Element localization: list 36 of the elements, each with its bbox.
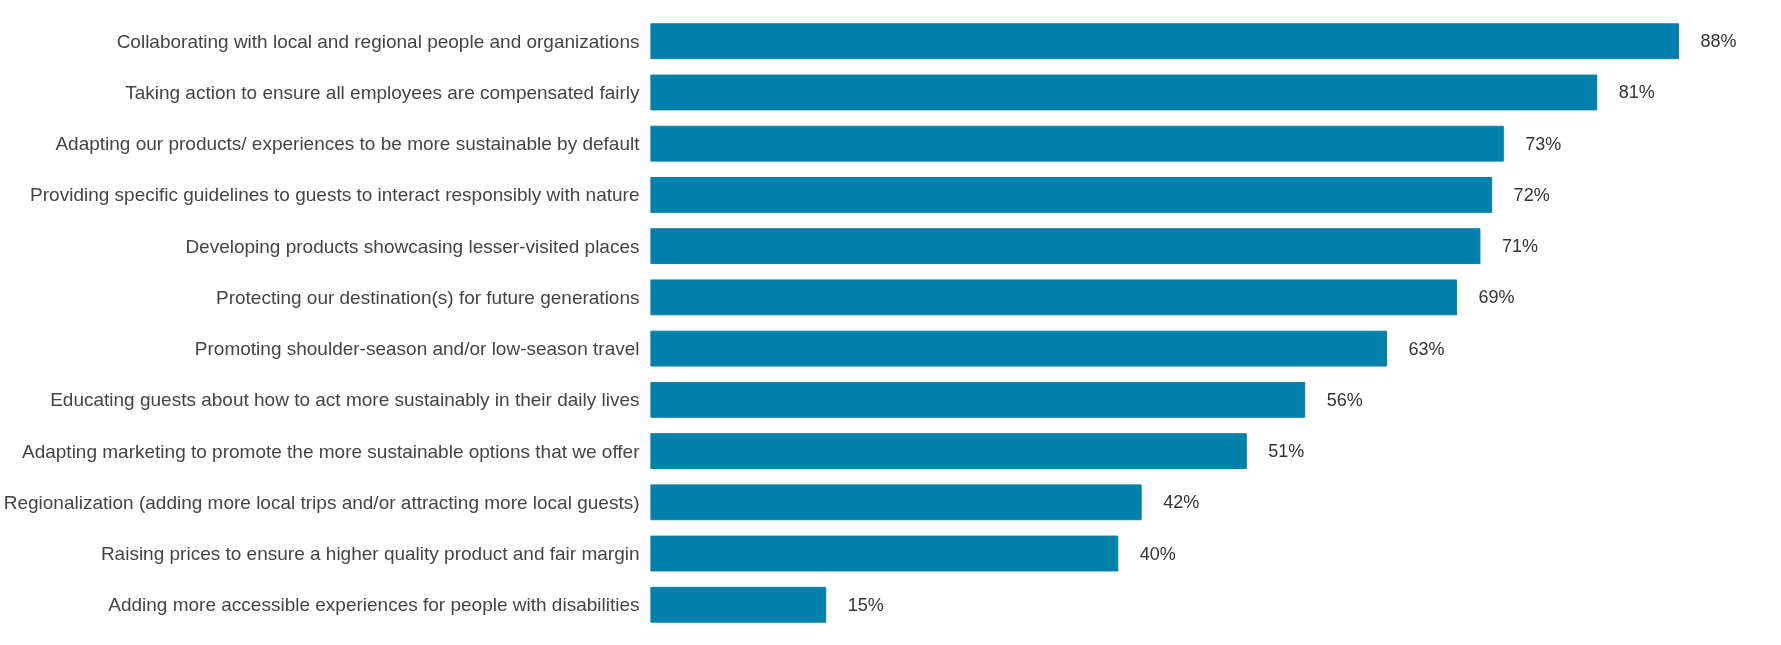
y-tick-label: Collaborating with local and regional people and organizations xyxy=(116,30,640,52)
y-tick-label: Educating guests about how to act more sustainably in their daily lives xyxy=(50,389,640,411)
data-label: 73% xyxy=(1525,133,1562,154)
data-label: 71% xyxy=(1501,236,1538,257)
data-label: 69% xyxy=(1478,287,1515,308)
bar xyxy=(650,586,827,623)
data-label: 56% xyxy=(1326,389,1363,410)
bar xyxy=(650,330,1387,367)
bar xyxy=(650,535,1119,572)
data-label: 72% xyxy=(1513,184,1550,205)
bar xyxy=(650,125,1504,162)
bar xyxy=(650,74,1598,111)
bar xyxy=(650,177,1493,213)
y-tick-label: Promoting shoulder-season and/or low-season travel xyxy=(194,338,640,360)
data-label: 88% xyxy=(1700,31,1737,52)
y-tick-label: Protecting our destination(s) for future generations xyxy=(215,286,640,308)
y-tick-label: Adapting our products/ experiences to be more sustainable by default xyxy=(55,133,641,155)
data-label: 15% xyxy=(847,594,884,615)
bar xyxy=(650,279,1458,316)
bar xyxy=(650,23,1680,60)
y-tick-label: Regionalization (adding more local trips and/or attracting more local guests) xyxy=(3,491,640,513)
y-tick-label: Providing specific guidelines to guests to interact responsibly with nature xyxy=(30,184,640,206)
bar xyxy=(650,484,1142,521)
data-label: 42% xyxy=(1163,492,1200,513)
bar xyxy=(650,228,1481,265)
y-tick-label: Adding more accessible experiences for people with disabilities xyxy=(108,594,640,616)
y-tick-label: Developing products showcasing lesser-visited places xyxy=(185,235,640,257)
data-label: 81% xyxy=(1618,82,1655,103)
bar xyxy=(650,381,1306,418)
y-tick-label: Raising prices to ensure a higher quality product and fair margin xyxy=(100,543,640,565)
y-tick-label: Taking action to ensure all employees are compensated fairly xyxy=(125,81,640,103)
data-label: 63% xyxy=(1408,338,1445,359)
bar xyxy=(650,433,1247,469)
data-label: 51% xyxy=(1268,441,1305,462)
data-label: 40% xyxy=(1139,543,1176,564)
y-tick-label: Adapting marketing to promote the more sustainable options that we offer xyxy=(21,440,641,462)
